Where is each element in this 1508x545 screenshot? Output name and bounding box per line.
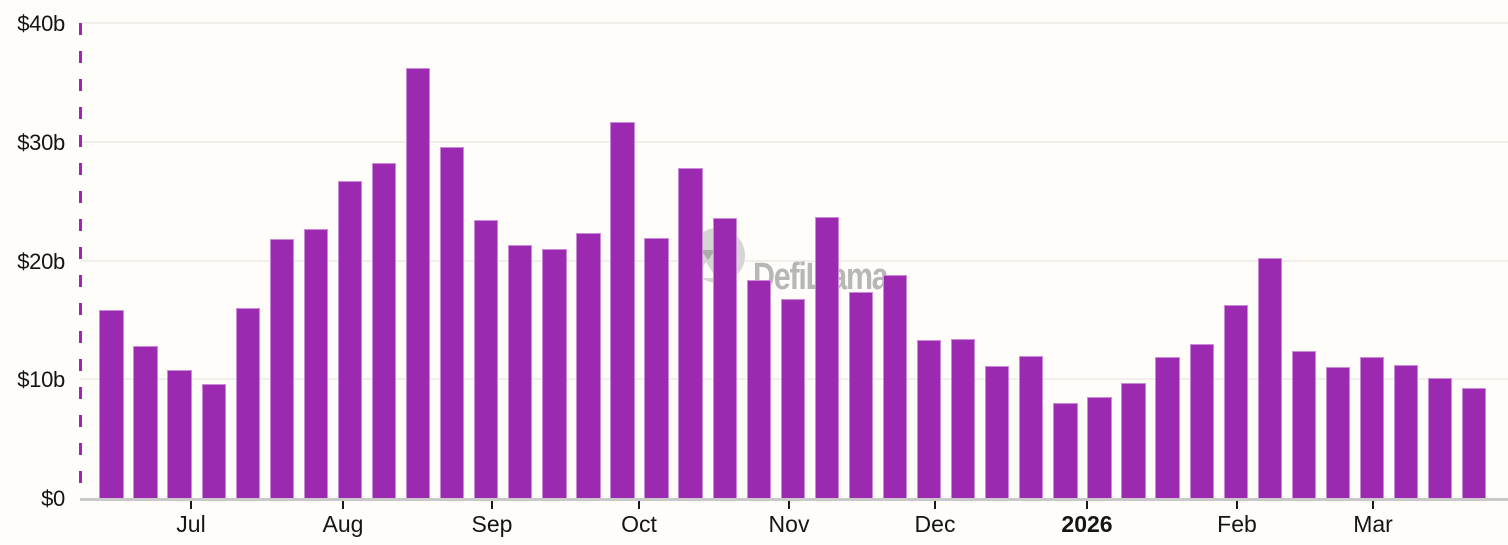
bar-week-19[interactable]: [712, 217, 737, 498]
gridline: [80, 140, 1508, 143]
bar-week-18[interactable]: [678, 168, 703, 498]
bar-week-25[interactable]: [916, 340, 942, 498]
bar-week-33[interactable]: [1189, 343, 1214, 498]
bar-week-21[interactable]: [780, 298, 805, 498]
x-axis-label-nov: Nov: [768, 511, 810, 537]
bar-week-30[interactable]: [1087, 397, 1112, 498]
x-axis-tick: [787, 501, 791, 509]
x-axis-line: [80, 498, 1508, 501]
bar-week-10[interactable]: [405, 68, 431, 498]
bar-week-38[interactable]: [1359, 356, 1385, 498]
bar-week-17[interactable]: [644, 238, 669, 498]
x-axis-tick: [637, 501, 641, 509]
y-axis-label: $10b: [17, 367, 65, 393]
x-axis-label-feb: Feb: [1217, 511, 1257, 537]
x-axis-label-mar: Mar: [1353, 511, 1393, 537]
bar-week-15[interactable]: [576, 233, 601, 498]
bar-week-32[interactable]: [1155, 356, 1180, 498]
bar-week-27[interactable]: [985, 366, 1010, 498]
bar-week-22[interactable]: [814, 216, 840, 498]
bar-week-24[interactable]: [882, 274, 908, 498]
bar-week-5[interactable]: [235, 308, 260, 498]
x-axis-tick: [1235, 501, 1239, 509]
bar-week-26[interactable]: [951, 338, 976, 498]
bar-week-6[interactable]: [269, 239, 294, 498]
x-axis-tick: [933, 501, 937, 509]
y-axis-label: $40b: [17, 11, 65, 37]
bar-week-16[interactable]: [610, 121, 635, 498]
x-axis-tick: [341, 501, 345, 509]
bar-week-7[interactable]: [303, 228, 329, 498]
bar-week-20[interactable]: [746, 279, 771, 498]
bar-week-23[interactable]: [848, 291, 874, 498]
x-axis-label-2026: 2026: [1061, 511, 1113, 537]
bar-week-4[interactable]: [201, 384, 226, 498]
bar-week-29[interactable]: [1053, 403, 1078, 498]
gridline: [80, 22, 1508, 25]
y-axis-label: $20b: [17, 248, 65, 274]
bar-week-1[interactable]: [99, 310, 124, 498]
bar-week-31[interactable]: [1121, 382, 1146, 498]
x-axis-tick: [1085, 501, 1089, 509]
gridline: [80, 259, 1508, 262]
x-axis-tick: [189, 501, 193, 509]
bar-week-9[interactable]: [371, 163, 397, 498]
y-axis-dashed-line: [78, 23, 82, 492]
bar-week-12[interactable]: [474, 220, 499, 498]
x-axis-label-sep: Sep: [471, 511, 513, 537]
llama-chevron-icon: [701, 250, 715, 260]
x-axis-label-oct: Oct: [621, 511, 657, 537]
bar-week-8[interactable]: [337, 181, 363, 498]
bar-week-36[interactable]: [1291, 350, 1317, 498]
x-axis-label-dec: Dec: [914, 511, 956, 537]
bar-week-34[interactable]: [1223, 304, 1248, 498]
bar-week-35[interactable]: [1257, 258, 1282, 498]
x-axis-tick: [1371, 501, 1375, 509]
x-axis-label-aug: Aug: [322, 511, 364, 537]
bar-week-3[interactable]: [167, 369, 192, 498]
bar-week-41[interactable]: [1462, 387, 1487, 498]
bar-week-40[interactable]: [1428, 378, 1453, 498]
y-axis-label: $30b: [17, 129, 65, 155]
y-axis-label: $0: [41, 486, 65, 511]
bar-week-14[interactable]: [542, 248, 567, 498]
x-axis-label-jul: Jul: [176, 511, 206, 537]
bar-week-28[interactable]: [1019, 355, 1044, 498]
x-axis-tick: [490, 501, 494, 509]
bar-week-11[interactable]: [440, 146, 465, 498]
bar-week-39[interactable]: [1393, 365, 1419, 498]
bar-week-2[interactable]: [133, 346, 158, 498]
bar-week-37[interactable]: [1325, 367, 1351, 498]
bar-week-13[interactable]: [508, 245, 533, 498]
